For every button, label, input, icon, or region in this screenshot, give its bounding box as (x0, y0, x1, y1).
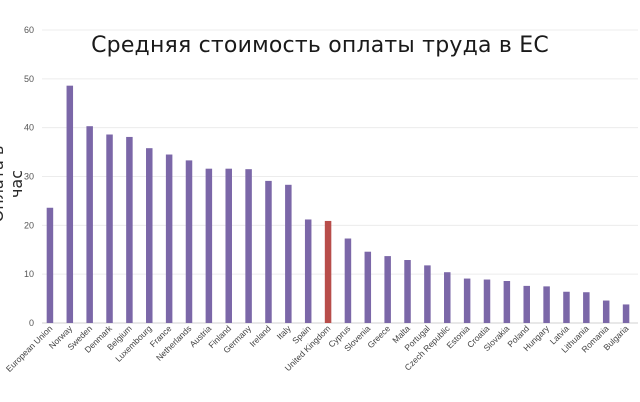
bar-germany (245, 169, 252, 323)
bar-bulgaria (622, 304, 630, 323)
y-tick-label: 50 (24, 74, 34, 84)
y-tick-label: 10 (24, 269, 34, 279)
y-axis-ticks: 0 10 20 30 40 50 60 (24, 25, 34, 328)
bar-ireland (265, 180, 272, 323)
bar-sweden (86, 126, 93, 324)
y-tick-label: 30 (24, 172, 34, 182)
bar-austria (205, 168, 213, 323)
bars (46, 85, 630, 324)
bar-united-kingdom (324, 220, 332, 323)
bar-spain (304, 219, 312, 323)
bar-netherlands (185, 160, 193, 323)
y-axis-label: Оплата в час (0, 146, 26, 223)
bar-malta (404, 260, 411, 323)
bar-european-union (46, 207, 54, 323)
y-tick-label: 60 (24, 25, 34, 35)
bar-hungary (543, 286, 550, 323)
chart-title: Средняя стоимость оплаты труда в ЕС (91, 33, 549, 58)
bar-italy (285, 184, 292, 323)
bar-croatia (483, 279, 491, 323)
bar-finland (225, 168, 232, 323)
bar-portugal (424, 265, 431, 323)
gridlines (42, 29, 638, 324)
bar-luxembourg (146, 148, 153, 323)
bar-greece (384, 256, 391, 323)
bar-estonia (463, 278, 471, 323)
bar-latvia (563, 291, 570, 323)
bar-denmark (106, 134, 113, 323)
y-tick-label: 0 (29, 318, 34, 328)
bar-romania (602, 300, 610, 323)
x-axis-ticks: European UnionNorwaySwedenDenmarkBelgium… (4, 323, 631, 374)
bar-france (165, 154, 173, 323)
x-tick-label: Ireland (247, 323, 273, 349)
bar-czech-republic (444, 272, 451, 323)
bar-poland (523, 285, 530, 323)
bar-norway (66, 85, 74, 323)
y-tick-label: 40 (24, 123, 34, 133)
bar-lithuania (583, 292, 590, 323)
x-tick-label: Greece (365, 323, 392, 350)
bar-cyprus (344, 238, 352, 323)
x-tick-label: European Union (4, 323, 55, 374)
y-tick-label: 20 (24, 220, 34, 230)
bar-slovakia (503, 281, 511, 323)
bar-belgium (126, 136, 133, 323)
bar-slovenia (364, 251, 372, 323)
